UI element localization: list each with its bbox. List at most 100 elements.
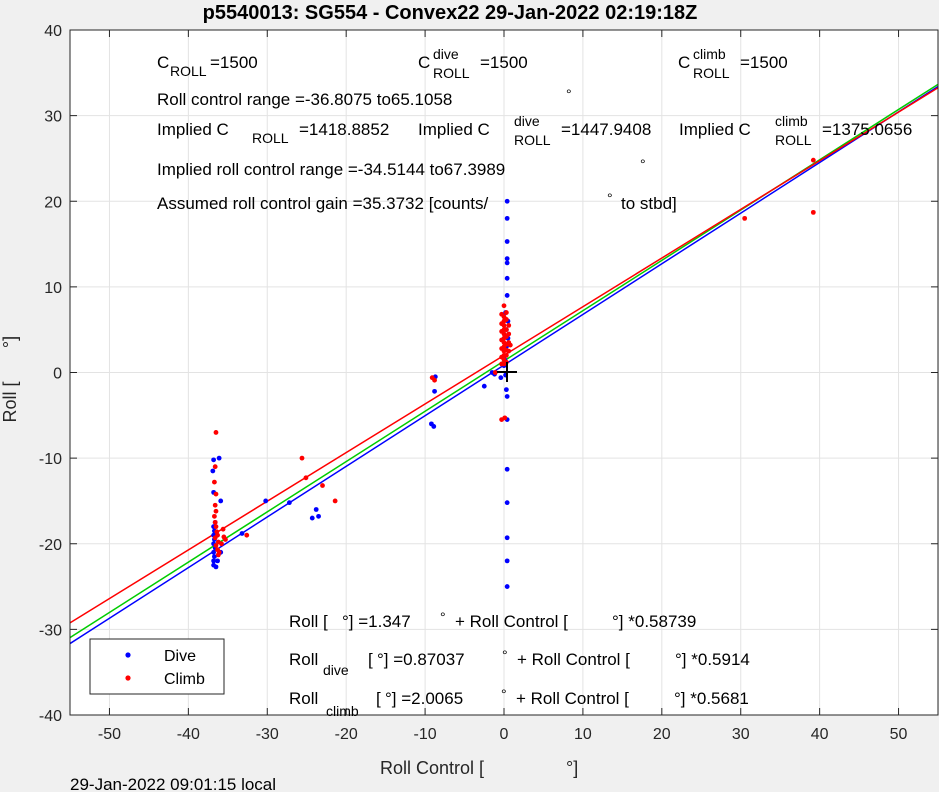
climb-point [212, 502, 218, 508]
dive-point [211, 558, 217, 564]
y-tick-label: -40 [39, 708, 62, 725]
annotation-gain: Assumed roll control gain =35.3732 [coun… [157, 194, 489, 213]
dive-point [210, 468, 216, 474]
x-tick-label: -20 [335, 726, 358, 743]
climb-point [742, 215, 748, 221]
svg-text:ROLL: ROLL [252, 130, 289, 146]
dive-point [286, 500, 292, 506]
dive-point [504, 239, 510, 244]
svg-text:°: ° [440, 609, 446, 625]
dive-point [239, 531, 245, 536]
climb-point [503, 310, 509, 315]
annotation-gain-suffix: to stbd] [621, 194, 677, 213]
svg-text:°: ° [502, 647, 508, 663]
dive-point [504, 466, 510, 472]
climb-point [332, 498, 338, 504]
svg-text:ROLL: ROLL [433, 65, 470, 81]
dive-point [504, 500, 510, 506]
svg-text:Implied C: Implied C [679, 120, 751, 139]
y-tick-label: 30 [44, 109, 62, 126]
dive-point [431, 424, 437, 429]
dive-point [218, 498, 224, 504]
x-tick-label: -50 [98, 726, 121, 743]
annotation-degree-marker-3: ° [607, 190, 613, 206]
dive-point [313, 507, 319, 512]
dive-point [498, 375, 504, 381]
dive-point [212, 554, 217, 559]
y-tick-label: 20 [44, 194, 62, 211]
dive-point [504, 275, 510, 281]
svg-text:climb: climb [775, 113, 808, 129]
annotation-implied-c-roll: Implied C ROLL =1418.8852 [157, 120, 389, 146]
dive-point [211, 549, 217, 555]
x-axis-label-unit: °] [566, 758, 578, 778]
svg-text:Implied C: Implied C [418, 120, 490, 139]
svg-text:=1500: =1500 [740, 53, 788, 72]
y-tick-label: 0 [53, 366, 62, 383]
climb-point [499, 311, 505, 317]
climb-point [432, 377, 437, 383]
climb-point [503, 317, 509, 322]
dive-point [503, 387, 509, 393]
x-tick-label: 20 [653, 726, 671, 743]
climb-point [507, 342, 513, 348]
dive-point [504, 260, 510, 266]
svg-text:[: [ [368, 650, 373, 669]
x-tick-label: 40 [811, 726, 829, 743]
climb-point [223, 537, 228, 542]
y-tick-label: -30 [39, 622, 62, 639]
svg-text:°] *0.5914: °] *0.5914 [675, 650, 750, 669]
climb-point [212, 479, 217, 485]
annotation-implied-c-dive: Implied C dive ROLL =1447.9408 [418, 113, 651, 148]
climb-point [499, 337, 505, 343]
dive-point [263, 498, 269, 504]
climb-point [499, 329, 505, 334]
svg-text:Roll [: Roll [ [289, 612, 328, 631]
annotation-roll-range: Roll control range =-36.8075 to65.1058 [157, 90, 452, 109]
equation-climb: Roll climb [ °] =2.0065 ° + Roll Control… [289, 686, 749, 719]
climb-point [213, 491, 219, 497]
dive-point [504, 558, 510, 564]
svg-text:°] *0.5681: °] *0.5681 [674, 689, 749, 708]
y-tick-label: -10 [39, 451, 62, 468]
annotation-c-roll-climb: C climb ROLL =1500 [678, 46, 788, 81]
dive-point [504, 394, 510, 399]
dive-point [216, 455, 222, 461]
x-tick-label: 10 [574, 726, 592, 743]
climb-point [810, 157, 816, 163]
axis-ticks: -50 -40 -30 -20 -10 0 10 20 30 40 50 -40 -30 -20 -10 0 1… [39, 23, 938, 743]
legend-climb-marker [125, 675, 131, 681]
svg-text:ROLL: ROLL [514, 132, 551, 148]
legend-dive-label: Dive [164, 648, 196, 665]
annotation-degree-marker: ° [566, 86, 572, 102]
svg-text:+ Roll Control [: + Roll Control [ [516, 689, 629, 708]
climb-point [212, 519, 218, 525]
svg-text:dive: dive [433, 46, 459, 62]
x-tick-label: 50 [890, 726, 908, 743]
svg-text:ROLL: ROLL [693, 65, 730, 81]
climb-point [303, 475, 309, 481]
svg-text:C: C [678, 53, 690, 72]
svg-text:=1447.9408: =1447.9408 [561, 120, 651, 139]
svg-text:Roll: Roll [289, 650, 318, 669]
svg-text:[: [ [376, 689, 381, 708]
legend: Dive Climb [89, 638, 225, 695]
climb-point [212, 513, 217, 519]
svg-text:°] =2.0065: °] =2.0065 [385, 689, 463, 708]
x-tick-label: 30 [732, 726, 750, 743]
svg-text:Implied C: Implied C [157, 120, 229, 139]
annotation-degree-marker-2: ° [640, 156, 646, 172]
annotation-c-roll: C ROLL =1500 [157, 53, 258, 79]
y-tick-label: 10 [44, 280, 62, 297]
climb-point [506, 331, 512, 337]
svg-text:°] =0.87037: °] =0.87037 [377, 650, 465, 669]
x-axis-label: Roll Control [ [380, 758, 484, 778]
dive-point [504, 535, 510, 541]
dive-point [432, 388, 437, 394]
svg-text:+ Roll Control [: + Roll Control [ [455, 612, 568, 631]
y-tick-label: -20 [39, 537, 62, 554]
annotation-implied-range: Implied roll control range =-34.5144 to6… [157, 160, 505, 179]
climb-point [499, 321, 505, 327]
dive-point [213, 564, 219, 570]
